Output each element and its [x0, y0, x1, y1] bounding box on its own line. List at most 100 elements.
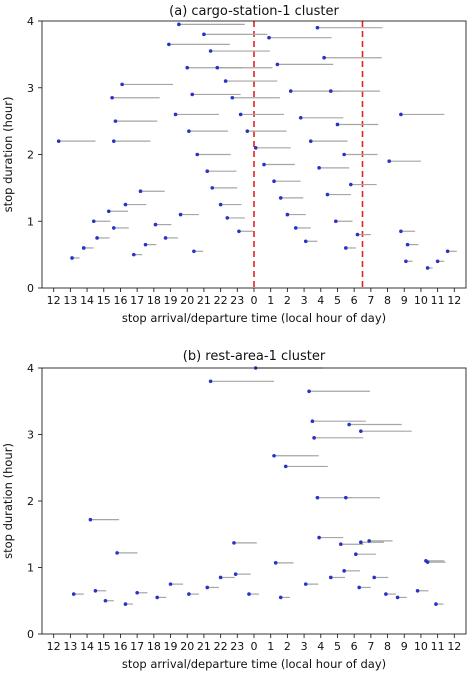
stop-point	[245, 129, 250, 133]
x-tick-label: 22	[214, 294, 228, 307]
x-tick-label: 20	[180, 640, 194, 653]
stop-point	[225, 216, 230, 220]
stop-point	[262, 162, 266, 167]
x-tick-label: 7	[367, 640, 374, 653]
stop-point	[425, 560, 430, 564]
x-tick-label: 21	[197, 640, 211, 653]
y-tick-label: 2	[27, 495, 34, 508]
x-tick-label: 12	[447, 294, 461, 307]
stop-point	[298, 115, 303, 120]
stop-point	[317, 166, 321, 170]
x-tick-label: 11	[431, 640, 445, 653]
x-tick-label: 4	[317, 294, 324, 307]
stop-point	[399, 112, 403, 117]
x-tick-label: 2	[284, 294, 291, 307]
y-axis-label: stop duration (hour)	[1, 97, 15, 213]
stop-point	[115, 551, 119, 555]
stop-point	[367, 539, 371, 543]
stop-point	[434, 602, 438, 606]
stop-point	[357, 585, 361, 590]
stop-point	[106, 209, 111, 214]
stop-point	[435, 259, 440, 264]
stop-point	[138, 189, 143, 194]
y-tick-label: 3	[27, 82, 34, 95]
x-tick-label: 18	[147, 640, 161, 653]
stop-point	[303, 239, 308, 244]
stop-point	[187, 129, 191, 133]
x-tick-label: 23	[230, 294, 244, 307]
stop-point	[163, 236, 168, 240]
stop-point	[317, 535, 321, 540]
stop-point	[215, 65, 220, 70]
stop-point	[187, 592, 191, 596]
stop-point	[405, 242, 410, 247]
y-tick-label: 2	[27, 149, 34, 162]
stop-point	[132, 252, 136, 257]
stop-point	[328, 89, 333, 93]
stop-point	[312, 436, 316, 440]
stop-point	[272, 453, 276, 458]
stop-point	[123, 602, 128, 606]
y-tick-label: 1	[27, 562, 34, 575]
stop-point	[70, 256, 74, 260]
stop-point	[210, 186, 215, 190]
y-tick-label: 0	[27, 628, 34, 641]
stop-point	[310, 419, 315, 424]
x-tick-label: 11	[431, 294, 445, 307]
stop-point	[283, 464, 288, 469]
stop-point	[110, 95, 114, 100]
x-tick-label: 8	[384, 294, 391, 307]
x-tick-label: 16	[113, 294, 127, 307]
x-tick-label: 16	[113, 640, 127, 653]
stop-point	[307, 389, 311, 394]
x-tick-label: 3	[301, 640, 308, 653]
stop-point	[71, 592, 76, 596]
stop-point	[342, 569, 346, 573]
stop-point	[267, 35, 271, 40]
stop-point	[325, 192, 330, 197]
y-tick-label: 4	[27, 362, 34, 375]
x-tick-label: 3	[301, 294, 308, 307]
stop-point	[445, 249, 450, 254]
x-tick-label: 15	[97, 640, 111, 653]
stop-point	[93, 588, 98, 593]
stop-point	[415, 588, 420, 593]
stop-point	[120, 82, 124, 87]
stop-point	[103, 598, 108, 603]
stop-point	[143, 242, 148, 247]
stop-point	[293, 226, 298, 230]
x-tick-label: 19	[164, 640, 178, 653]
stop-point	[333, 219, 338, 224]
y-tick-label: 4	[27, 15, 34, 28]
stop-point	[275, 62, 280, 67]
stop-point	[285, 212, 290, 217]
stop-point	[425, 266, 430, 270]
stop-point	[335, 122, 340, 127]
stop-point	[218, 202, 223, 207]
stop-point	[177, 22, 181, 27]
stop-point	[404, 259, 408, 264]
stop-point	[233, 572, 238, 576]
y-tick-label: 3	[27, 429, 34, 442]
stop-point	[91, 219, 96, 224]
stop-point	[399, 229, 403, 234]
x-tick-label: 22	[214, 640, 228, 653]
stop-point	[192, 249, 196, 254]
x-tick-label: 19	[164, 294, 178, 307]
x-tick-label: 6	[351, 294, 358, 307]
x-tick-label: 0	[251, 640, 258, 653]
stop-point	[223, 79, 228, 83]
stop-point	[202, 32, 206, 37]
stop-point	[359, 429, 363, 433]
stop-point	[387, 159, 392, 163]
stop-point	[218, 575, 223, 580]
stop-point	[355, 232, 360, 237]
x-tick-label: 14	[80, 640, 94, 653]
x-tick-label: 1	[267, 640, 274, 653]
x-tick-label: 12	[47, 294, 61, 307]
x-tick-label: 12	[47, 640, 61, 653]
chart-title: (b) rest-area-1 cluster	[183, 349, 326, 364]
stop-point	[111, 226, 116, 230]
stop-point	[230, 95, 235, 100]
